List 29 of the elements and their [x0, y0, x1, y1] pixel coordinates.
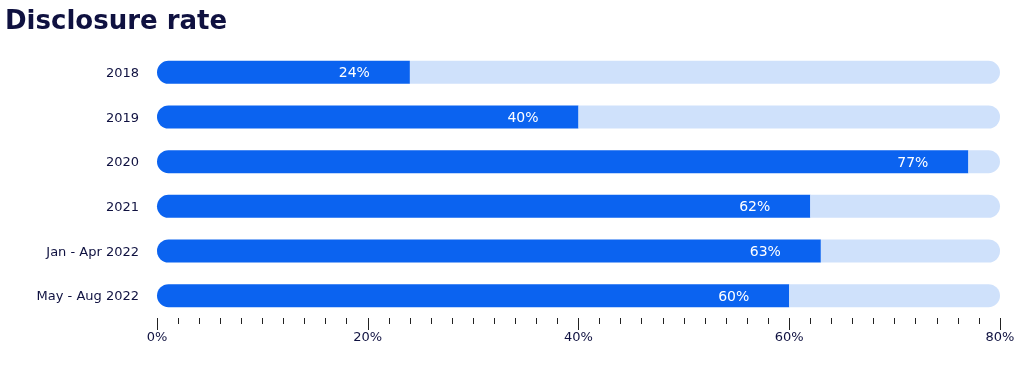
- data-label: 40%: [507, 109, 539, 125]
- data-label: 63%: [749, 243, 781, 259]
- y-tick-label: 2018: [105, 64, 139, 80]
- y-tick-label: Jan - Apr 2022: [45, 243, 139, 259]
- x-tick-label: 20%: [353, 329, 383, 344]
- data-label: 77%: [897, 153, 929, 170]
- bar: [157, 284, 790, 308]
- bar: [157, 60, 410, 84]
- x-tick-label: 40%: [564, 329, 593, 344]
- bar: [157, 239, 821, 263]
- bar: [820, 239, 1000, 263]
- y-tick-label: May - Aug 2022: [36, 288, 139, 304]
- bar: [789, 284, 1000, 308]
- bar: [810, 194, 1000, 218]
- data-label: 24%: [338, 64, 370, 81]
- bar: [157, 194, 811, 218]
- bar: [578, 105, 1000, 129]
- x-tick-label: 80%: [985, 329, 1015, 344]
- x-tick-label: 0%: [146, 329, 168, 344]
- bar: [157, 105, 579, 129]
- data-label: 62%: [739, 198, 771, 215]
- x-tick-label: 60%: [774, 329, 804, 344]
- bar: [157, 150, 969, 174]
- y-tick-label: 2020: [105, 154, 139, 170]
- y-tick-label: 2019: [105, 109, 139, 125]
- y-tick-label: 2021: [105, 198, 139, 214]
- chart-title: Disclosure rate: [5, 5, 228, 35]
- data-label: 60%: [718, 287, 750, 304]
- bar: [409, 60, 1000, 84]
